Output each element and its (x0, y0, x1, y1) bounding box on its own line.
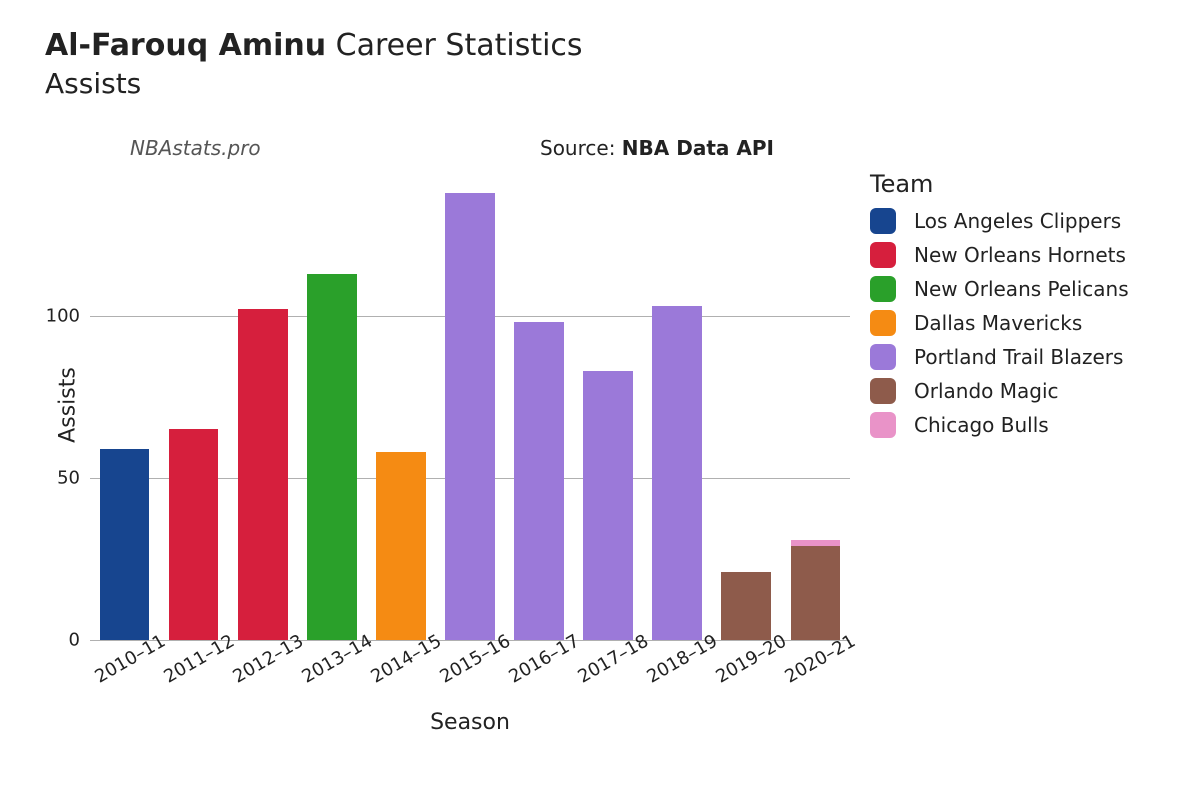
chart-title-line1: Al-Farouq Aminu Career Statistics (45, 28, 583, 63)
bar-segment (238, 309, 288, 640)
ytick-label: 0 (69, 630, 80, 651)
legend-swatch (870, 208, 896, 234)
bar-slot: 2015–16 (445, 193, 495, 640)
bar-slot: 2011–12 (169, 429, 219, 640)
title-rest: Career Statistics (326, 28, 582, 63)
plot-area: 0501002010–112011–122012–132013–142014–1… (90, 170, 850, 640)
legend-title: Team (870, 170, 1129, 198)
bar-segment (721, 572, 771, 640)
legend-swatch (870, 242, 896, 268)
legend-label: New Orleans Hornets (914, 243, 1126, 267)
legend-label: Orlando Magic (914, 379, 1059, 403)
legend-label: Los Angeles Clippers (914, 209, 1121, 233)
legend-swatch (870, 310, 896, 336)
legend-swatch (870, 412, 896, 438)
ytick-label: 100 (46, 305, 80, 326)
bar-segment (791, 546, 841, 640)
source-name: NBA Data API (622, 136, 774, 160)
source-attribution: Source: NBA Data API (540, 136, 774, 160)
bar-slot: 2017–18 (583, 371, 633, 640)
bar-slot: 2019–20 (721, 572, 771, 640)
source-prefix: Source: (540, 136, 622, 160)
chart-title-block: Al-Farouq Aminu Career Statistics Assist… (45, 28, 583, 100)
x-axis-title: Season (430, 710, 510, 735)
watermark: NBAstats.pro (130, 136, 261, 160)
bar-segment (376, 452, 426, 640)
bar-segment (583, 371, 633, 640)
legend-swatch (870, 378, 896, 404)
legend-item: Los Angeles Clippers (870, 208, 1129, 234)
legend-item: Orlando Magic (870, 378, 1129, 404)
assists-bar-chart: 0501002010–112011–122012–132013–142014–1… (90, 170, 850, 640)
legend-label: Dallas Mavericks (914, 311, 1082, 335)
player-name: Al-Farouq Aminu (45, 28, 326, 63)
bar-slot: 2014–15 (376, 452, 426, 640)
bar-slot: 2013–14 (307, 274, 357, 640)
bar-segment (514, 322, 564, 640)
bar-slot: 2020–21 (791, 540, 841, 640)
legend-label: New Orleans Pelicans (914, 277, 1129, 301)
ytick-label: 50 (57, 467, 80, 488)
bar-slot: 2016–17 (514, 322, 564, 640)
legend-items: Los Angeles Clippers New Orleans Hornets N… (870, 208, 1129, 438)
bar-slot: 2012–13 (238, 309, 288, 640)
legend-label: Portland Trail Blazers (914, 345, 1123, 369)
legend-item: Portland Trail Blazers (870, 344, 1129, 370)
legend-item: New Orleans Hornets (870, 242, 1129, 268)
bar-slot: 2018–19 (652, 306, 702, 640)
gridline (90, 640, 850, 641)
legend-label: Chicago Bulls (914, 413, 1049, 437)
bar-segment (307, 274, 357, 640)
legend-item: New Orleans Pelicans (870, 276, 1129, 302)
legend-item: Chicago Bulls (870, 412, 1129, 438)
legend-swatch (870, 344, 896, 370)
y-axis-title: Assists (55, 367, 80, 443)
bar-segment (169, 429, 219, 640)
bar-slot: 2010–11 (100, 449, 150, 640)
bar-segment (652, 306, 702, 640)
bar-segment (100, 449, 150, 640)
team-legend: Team Los Angeles Clippers New Orleans Hor… (870, 170, 1129, 446)
chart-subtitle: Assists (45, 67, 583, 100)
legend-item: Dallas Mavericks (870, 310, 1129, 336)
bar-segment (445, 193, 495, 640)
legend-swatch (870, 276, 896, 302)
